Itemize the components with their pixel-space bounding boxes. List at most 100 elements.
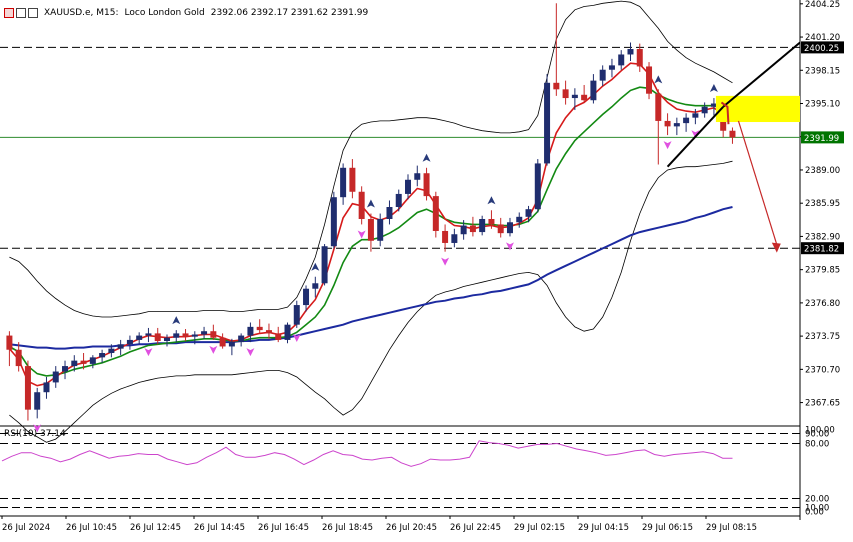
candle-body [210,331,217,338]
rsi-line [1,440,733,467]
candle-body [516,216,523,223]
rsi-level-label: 90.00 [805,430,829,440]
price-tick-label: 2401.20 [805,33,840,43]
candle-body [173,333,180,338]
time-tick-label: 29 Jul 08:15 [706,523,757,533]
trendline-extension[interactable] [722,41,801,108]
candle-body [358,191,365,219]
candle-body [395,193,402,208]
entry-arrow [720,101,730,125]
candle-body [599,69,606,81]
fractal-down-arrow [691,130,700,139]
candle-body [303,288,310,306]
candle-body [655,93,662,121]
price-tick-label: 2373.75 [805,332,840,342]
candle-body [89,357,96,364]
candle-body [442,230,449,243]
time-tick-label: 26 Jul 16:45 [258,523,309,533]
candle-body [636,49,643,67]
price-tag-label: 2381.82 [804,245,839,255]
panel-icon[interactable] [4,8,14,18]
candle-body [692,113,699,118]
support-trendline[interactable] [666,106,724,168]
time-tick-label: 26 Jul 22:45 [450,523,501,533]
candle-body [469,225,476,233]
time-tick-label: 26 Jul 18:45 [322,523,373,533]
candle-body [201,331,208,335]
fractal-up-arrow [311,262,320,271]
candle-body [99,353,106,358]
candle-body [562,89,569,99]
candle-body [497,224,504,234]
candle-body [367,218,374,241]
candle-body [414,173,421,180]
price-tick-label: 2370.70 [805,365,840,375]
candle-body [646,66,653,94]
candle-body [80,360,87,364]
forecast-arrow-line[interactable] [737,120,778,245]
rsi-level-label: 20.00 [805,495,829,505]
candle-body [673,123,680,127]
candle-body [321,246,328,284]
candle-body [145,333,152,336]
rsi-level-label: 10.00 [805,504,829,514]
candle-body [228,342,235,347]
fractal-up-arrow [654,75,663,84]
candle-body [191,334,198,337]
candle-body [284,324,291,340]
candle-body [590,80,597,101]
candle-body [136,335,143,340]
price-tick-label: 2376.80 [805,299,840,309]
candle-body [608,65,615,70]
fractal-down-arrow [209,345,218,354]
candle-body [62,366,69,372]
fractal-down-arrow [33,424,42,433]
price-tag-box [801,41,844,54]
candle-body [618,54,625,66]
candle-body [293,305,300,325]
fractal-up-arrow [709,84,718,93]
fractal-down-arrow [663,141,672,150]
time-tick-label: 26 Jul 2024 [2,523,50,533]
candle-body [275,333,282,340]
candle-body [182,333,189,337]
rsi-level-label: 80.00 [805,440,829,450]
chart-header: XAUUSD.e, M15: Loco London Gold 2392.06 … [4,6,368,20]
time-tick-label: 26 Jul 20:45 [386,523,437,533]
candle-body [683,117,690,124]
price-tick-label: 2404.25 [805,0,840,10]
candle-body [340,167,347,198]
candle-body [265,330,272,334]
time-tick-label: 26 Jul 10:45 [66,523,117,533]
candle-body [544,82,551,164]
fractal-down-arrow [505,242,514,251]
rsi-label: RSI(10) 37.14 [4,429,66,439]
price-tag-label: 2391.99 [804,134,839,144]
candle-body [117,344,124,349]
candle-body [405,179,412,194]
candle-body [627,49,634,55]
fractal-up-arrow [366,199,375,208]
bollinger-lower-band [9,160,733,443]
fractal-up-arrow [172,316,181,325]
price-tag-label: 2400.25 [804,44,839,54]
candle-body [451,234,458,243]
candle-body [581,94,588,101]
price-tick-label: 2395.10 [805,100,840,110]
time-tick-label: 29 Jul 06:15 [642,523,693,533]
candle-body [330,197,337,247]
candle-body [52,371,59,383]
forecast-arrow-head [771,242,781,253]
time-tick-label: 29 Jul 04:15 [578,523,629,533]
candle-body [126,339,133,345]
window-icon[interactable] [28,8,38,18]
candle-body [386,207,393,219]
symbol-description: Loco London Gold [124,8,205,18]
price-tick-label: 2385.95 [805,199,840,209]
candle-body [43,382,50,393]
candle-body [34,392,41,410]
indicator-icon[interactable] [16,8,26,18]
rsi-level-label: 100.00 [805,426,835,436]
